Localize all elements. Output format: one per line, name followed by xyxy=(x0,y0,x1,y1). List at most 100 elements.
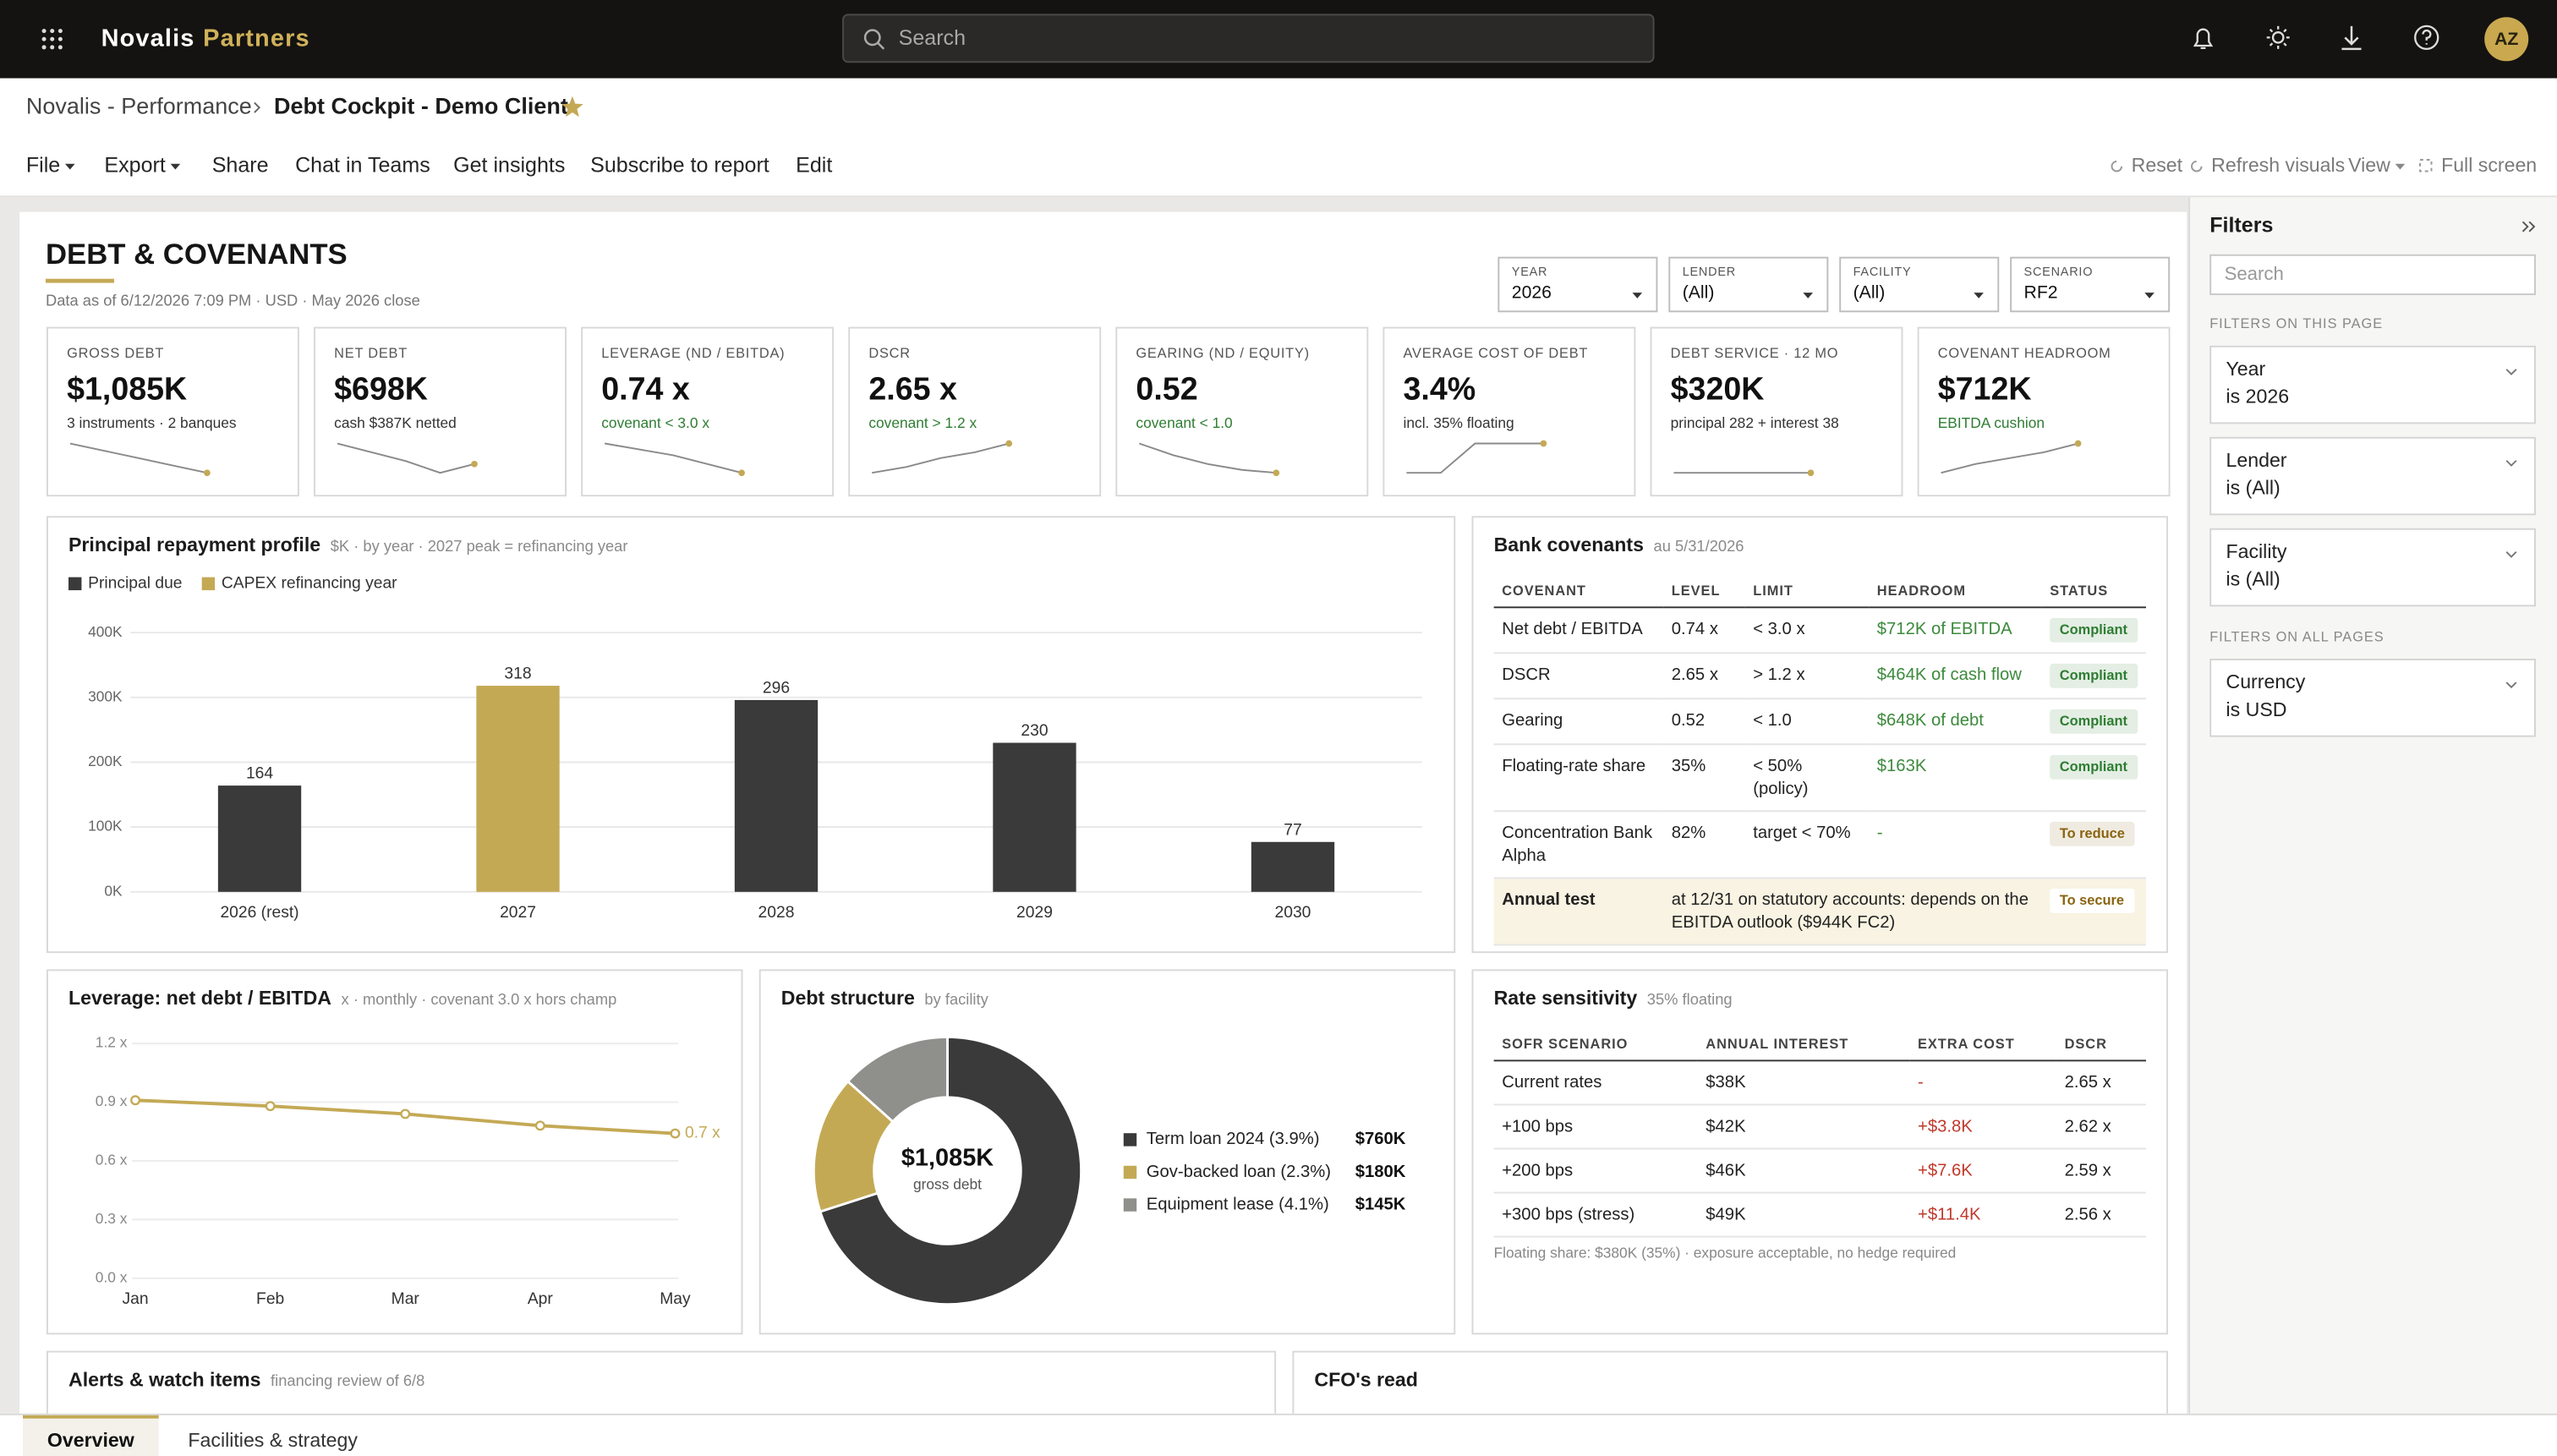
app-launcher-dot[interactable] xyxy=(50,29,55,34)
theme-icon[interactable] xyxy=(2271,31,2285,44)
column-header: STATUS xyxy=(2041,573,2146,609)
menu-item[interactable]: Share xyxy=(212,153,269,177)
breadcrumb-separator xyxy=(254,101,261,113)
slicer[interactable] xyxy=(1839,256,2000,313)
status-badge: To secure xyxy=(2050,888,2134,913)
sparkline xyxy=(1138,442,1277,474)
table-cell: Concentration Bank Alpha xyxy=(1493,811,1664,879)
table-row: Gearing 0.52 < 1.0 $648K of debt Compliant xyxy=(1493,698,2146,746)
menu-item[interactable]: Edit xyxy=(796,153,832,177)
app-launcher-dot[interactable] xyxy=(41,29,47,34)
toolbar-action[interactable]: View xyxy=(2348,154,2390,176)
table-frame: SOFR SCENARIO ANNUAL INTEREST EXTRA COST DS… xyxy=(1493,1026,2146,1238)
menu-item[interactable]: Get insights xyxy=(453,153,565,177)
help-icon[interactable] xyxy=(2414,25,2439,51)
x-tick-label: Jan xyxy=(123,1290,149,1308)
y-tick-label: 400K xyxy=(88,623,123,640)
theme-icon-ray xyxy=(2283,42,2287,47)
active-tab-indicator xyxy=(23,1415,159,1419)
toolbar-action[interactable]: Full screen xyxy=(2441,154,2537,176)
caret xyxy=(2395,163,2406,170)
slicer-value[interactable]: (All) xyxy=(1683,283,1715,303)
caret xyxy=(1632,293,1643,298)
table-cell: target < 70% xyxy=(1744,811,1870,879)
theme-icon-ray xyxy=(2283,28,2287,33)
filter-card[interactable] xyxy=(2209,345,2536,424)
toolbar-action[interactable]: Refresh visuals xyxy=(2211,154,2345,176)
legend-label: Gov-backed loan (2.3%) xyxy=(1147,1163,1331,1181)
favorite-star[interactable] xyxy=(561,96,583,118)
slicer-value[interactable]: RF2 xyxy=(2024,283,2058,303)
collapse-filters[interactable] xyxy=(2521,221,2536,233)
app-launcher-dot[interactable] xyxy=(41,36,47,41)
legend-swatch xyxy=(1123,1198,1137,1212)
page-tab-label[interactable]: Facilities & strategy xyxy=(188,1429,358,1451)
filter-search-placeholder[interactable]: Search xyxy=(2225,263,2284,284)
filter-state: is USD xyxy=(2226,698,2287,720)
kpi-note: covenant > 1.2 x xyxy=(868,414,977,431)
chevron xyxy=(2505,369,2517,375)
sparkline xyxy=(1941,442,2078,474)
theme-icon-ray xyxy=(2269,28,2274,33)
toolbar-action[interactable]: Reset xyxy=(2132,154,2183,176)
app-launcher-dot[interactable] xyxy=(57,36,63,41)
slicer[interactable] xyxy=(1498,256,1658,313)
y-tick-label: 100K xyxy=(88,818,123,835)
app-launcher-dot[interactable] xyxy=(41,45,47,50)
filter-section-heading: FILTERS ON THIS PAGE xyxy=(2209,316,2383,331)
search-placeholder[interactable]: Search xyxy=(899,26,966,50)
kpi-value: $1,085K xyxy=(67,371,187,407)
data-label: 77 xyxy=(1284,821,1301,839)
page-tab-label[interactable]: Overview xyxy=(47,1429,135,1451)
slicer-value[interactable]: (All) xyxy=(1853,283,1886,303)
page-tab[interactable] xyxy=(163,1416,382,1456)
notifications-icon[interactable] xyxy=(2193,28,2214,50)
app-launcher-dot[interactable] xyxy=(57,29,63,34)
slicer[interactable] xyxy=(2010,256,2171,313)
panel-subtitle: by facility xyxy=(924,990,988,1008)
kpi-label: LEVERAGE (ND / EBITDA) xyxy=(601,346,785,361)
filter-card[interactable] xyxy=(2209,659,2536,737)
table-cell: $712K of EBITDA xyxy=(1869,607,2042,654)
filter-search[interactable] xyxy=(2209,254,2536,296)
filter-card[interactable] xyxy=(2209,528,2536,607)
table-cell: at 12/31 on statutory accounts: depends … xyxy=(1663,878,2042,946)
column-header: HEADROOM xyxy=(1869,573,2042,609)
breadcrumb-parent[interactable]: Novalis - Performance xyxy=(26,93,252,118)
theme-icon-ray xyxy=(2269,42,2274,47)
table-cell: 2.56 x xyxy=(2056,1192,2146,1238)
menu-item[interactable]: Export xyxy=(104,153,165,177)
sparkline-end xyxy=(738,469,745,477)
table-row: Net debt / EBITDA 0.74 x < 3.0 x $712K of E… xyxy=(1493,607,2146,654)
legend-value: $760K xyxy=(1355,1130,1406,1148)
line-point xyxy=(534,1120,545,1131)
menu-item[interactable]: File xyxy=(26,153,60,177)
slicer[interactable] xyxy=(1668,256,1829,313)
chevron xyxy=(2505,551,2517,558)
menu-item[interactable]: Subscribe to report xyxy=(590,153,769,177)
search-box[interactable] xyxy=(842,14,1655,63)
bar xyxy=(993,742,1076,892)
status-badge: Compliant xyxy=(2050,663,2138,688)
filter-card[interactable] xyxy=(2209,436,2536,516)
sparkline-end xyxy=(1005,440,1013,447)
app-launcher-dot[interactable] xyxy=(50,45,55,50)
table-cell: 2.65 x xyxy=(1663,653,1745,700)
y-tick-label: 0.0 x xyxy=(96,1268,128,1285)
avatar[interactable] xyxy=(2484,17,2529,62)
download-icon[interactable] xyxy=(2341,25,2362,51)
menu-item[interactable]: Chat in Teams xyxy=(295,153,430,177)
sparkline xyxy=(337,442,475,474)
table-cell: $42K xyxy=(1697,1104,1910,1150)
x-tick-label: 2029 xyxy=(1016,904,1053,922)
app-launcher-dot[interactable] xyxy=(57,45,63,50)
page-tab[interactable] xyxy=(23,1416,159,1456)
kpi-label: GROSS DEBT xyxy=(67,346,164,361)
caret xyxy=(65,163,75,170)
filter-state: is (All) xyxy=(2226,568,2280,590)
brand-accent: Partners xyxy=(203,25,310,52)
app-launcher-dot[interactable] xyxy=(50,36,55,41)
panel-title: Rate sensitivity xyxy=(1494,987,1638,1009)
slicer-value[interactable]: 2026 xyxy=(1512,283,1552,303)
panel-subtitle: x · monthly · covenant 3.0 x hors champ xyxy=(342,990,617,1008)
